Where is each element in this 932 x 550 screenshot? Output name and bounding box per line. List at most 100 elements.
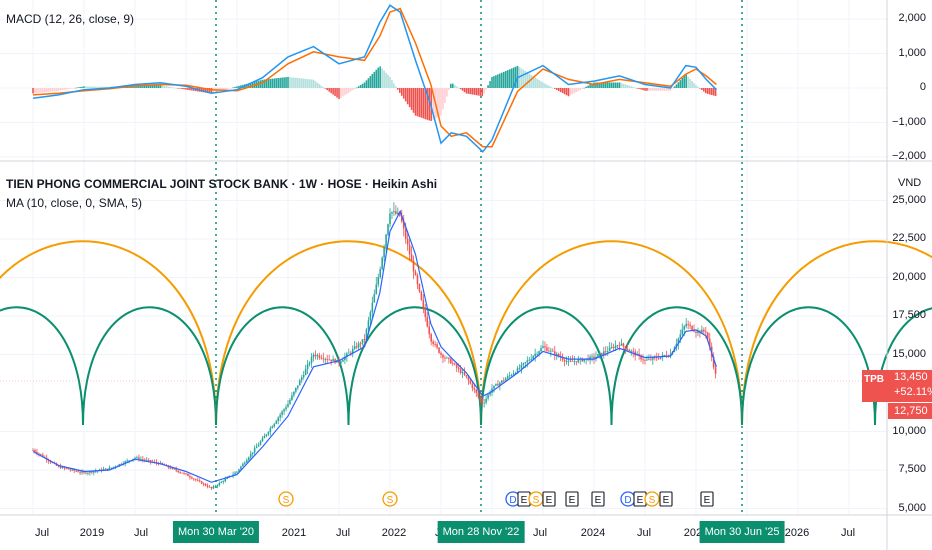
candle-body	[104, 468, 107, 470]
candle-body	[399, 212, 401, 216]
candle-body	[495, 384, 497, 386]
event-marker-e[interactable]: E	[565, 491, 579, 507]
candle-body	[212, 486, 215, 489]
candle-body	[550, 350, 552, 352]
candle-body	[512, 373, 515, 376]
histogram-bar	[210, 88, 213, 94]
event-marker-e[interactable]: E	[700, 491, 714, 507]
ma-indicator-title[interactable]: MA (10, close, 0, SMA, 5)	[6, 196, 143, 210]
histogram-bar	[569, 88, 572, 96]
candle-body	[622, 343, 625, 347]
event-marker-e[interactable]: E	[542, 491, 556, 507]
histogram-bar	[508, 69, 511, 88]
candle-body	[224, 478, 227, 482]
x-tick-label: 2021	[281, 527, 307, 539]
candle-body	[234, 472, 236, 475]
histogram-bar	[55, 88, 58, 91]
macd-title[interactable]: MACD (12, 26, close, 9)	[6, 12, 135, 26]
histogram-bar	[691, 80, 693, 88]
histogram-bar	[504, 71, 507, 88]
histogram-bar	[87, 86, 89, 88]
histogram-bar	[138, 85, 140, 88]
candle-body	[110, 467, 113, 469]
candle-body	[595, 356, 597, 359]
histogram-bar	[585, 86, 587, 88]
histogram-bar	[557, 88, 560, 91]
candle-body	[406, 238, 409, 245]
histogram-bar	[342, 88, 344, 97]
histogram-bar	[100, 86, 103, 88]
histogram-bar	[489, 81, 491, 88]
histogram-bar	[134, 85, 136, 88]
histogram-bar	[365, 80, 368, 88]
histogram-bar	[359, 85, 362, 88]
candle-body	[448, 357, 450, 359]
histogram-bar	[302, 78, 305, 88]
candle-body	[142, 459, 144, 460]
candle-body	[654, 357, 656, 359]
earnings-marker	[700, 491, 714, 507]
candle-body	[244, 462, 246, 464]
histogram-bar	[446, 88, 448, 97]
candle-body	[246, 460, 248, 463]
candle-body	[312, 354, 315, 357]
candle-body	[191, 477, 193, 479]
candle-body	[655, 357, 658, 359]
histogram-bar	[177, 88, 179, 89]
histogram-bar	[71, 88, 74, 89]
candle-body	[169, 467, 172, 469]
candle-body	[487, 394, 489, 399]
histogram-bar	[153, 85, 156, 88]
candle-body	[204, 483, 207, 486]
histogram-bar	[295, 77, 297, 88]
event-marker-s[interactable]: S	[528, 491, 544, 507]
event-marker-d[interactable]: D	[620, 491, 636, 507]
candle-body	[434, 344, 436, 345]
candle-body	[302, 374, 305, 378]
histogram-bar	[249, 82, 252, 88]
candle-body	[38, 453, 40, 455]
event-marker-e[interactable]: E	[591, 491, 605, 507]
histogram-bar	[642, 88, 644, 91]
candle-body	[467, 376, 470, 381]
histogram-bar	[36, 88, 38, 94]
histogram-bar	[279, 77, 281, 88]
event-letter: E	[595, 495, 602, 506]
event-marker-e[interactable]: E	[659, 491, 673, 507]
currency-label[interactable]: VND	[898, 177, 922, 189]
event-marker-s[interactable]: S	[644, 491, 660, 507]
candle-body	[469, 380, 472, 384]
candle-body	[93, 471, 95, 473]
candle-body	[214, 486, 217, 487]
event-marker-s[interactable]: S	[382, 491, 398, 507]
macd-lines	[32, 4, 717, 153]
earnings-marker	[542, 491, 556, 507]
candle-body	[271, 426, 274, 429]
histogram-bar	[353, 88, 356, 89]
event-marker-e[interactable]: E	[517, 491, 531, 507]
candle-body	[34, 449, 36, 452]
event-marker-e[interactable]: E	[633, 491, 647, 507]
candle-body	[73, 469, 75, 471]
event-marker-s[interactable]: S	[278, 491, 294, 507]
histogram-bar	[53, 88, 56, 92]
histogram-bar	[236, 86, 238, 88]
candle-body	[648, 358, 650, 360]
histogram-bar	[385, 72, 387, 88]
histogram-bar	[479, 88, 482, 96]
histogram-bar	[271, 78, 274, 88]
candle-body	[457, 367, 460, 369]
macd-y-tick: −1,000	[892, 115, 926, 128]
short-cycle-arc	[215, 306, 350, 426]
histogram-bar	[648, 88, 650, 91]
candle-body	[308, 362, 311, 365]
price-badge	[862, 370, 932, 402]
symbol-title[interactable]: TIEN PHONG COMMERCIAL JOINT STOCK BANK ·…	[6, 177, 438, 191]
histogram-bar	[475, 88, 478, 96]
candle-body	[124, 461, 126, 464]
histogram-bar	[406, 88, 409, 105]
candle-body	[85, 472, 87, 474]
candle-body	[438, 347, 440, 353]
histogram-bar	[634, 87, 636, 89]
